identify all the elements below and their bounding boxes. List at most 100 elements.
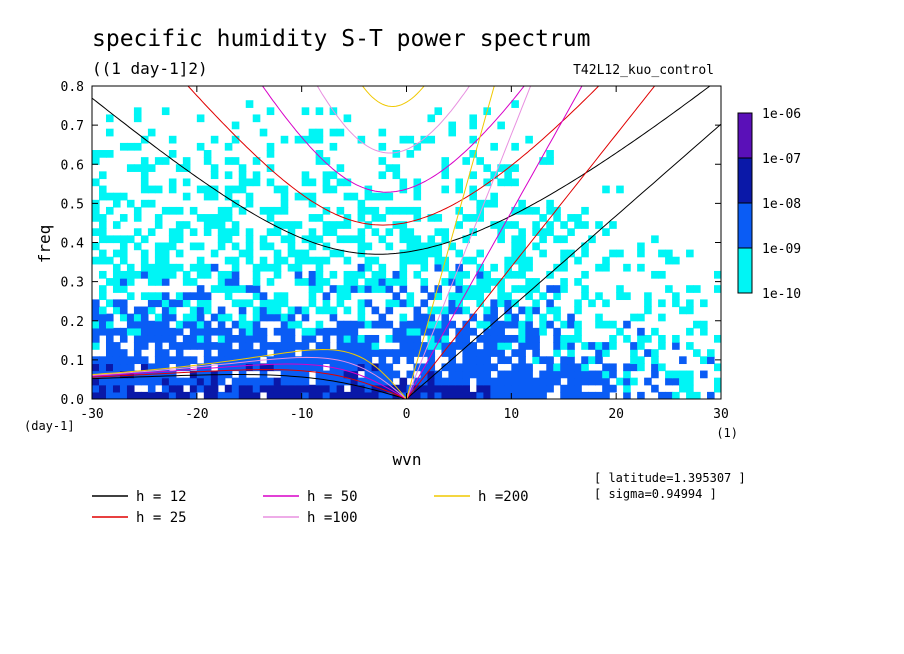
power-cell	[280, 199, 289, 208]
power-cell	[105, 377, 114, 386]
power-cell	[490, 384, 498, 393]
power-cell	[385, 299, 394, 308]
power-cell	[308, 356, 317, 365]
power-cell	[322, 356, 331, 365]
power-cell	[308, 214, 317, 222]
colorbar-swatch	[737, 157, 753, 204]
power-cell	[147, 270, 156, 279]
power-cell	[119, 242, 128, 251]
power-cell	[112, 384, 121, 393]
power-cell	[224, 313, 233, 322]
power-cell	[469, 292, 477, 301]
power-cell	[168, 263, 177, 272]
power-cell	[497, 178, 505, 187]
power-cell	[686, 384, 694, 393]
power-cell	[693, 320, 701, 329]
power-cell	[448, 320, 457, 329]
power-cell	[539, 327, 547, 336]
power-cell	[231, 263, 240, 272]
power-cell	[343, 334, 352, 343]
power-cell	[315, 370, 324, 379]
power-cell	[140, 164, 149, 172]
power-cell	[280, 206, 289, 215]
power-cell	[252, 377, 261, 386]
power-cell	[658, 299, 666, 308]
power-cell	[161, 263, 170, 272]
power-cell	[252, 384, 261, 393]
power-cell	[637, 313, 645, 322]
power-cell	[175, 320, 184, 329]
power-cell	[105, 235, 114, 244]
power-cell	[490, 391, 498, 399]
power-cell	[224, 278, 233, 286]
power-cell	[546, 306, 554, 315]
power-cell	[567, 334, 575, 343]
power-cell	[609, 370, 617, 379]
power-cell	[350, 384, 359, 393]
x-unit-label: (1)	[716, 426, 738, 440]
power-cell	[210, 171, 219, 180]
power-cell	[245, 249, 254, 258]
power-cell	[616, 377, 624, 386]
power-cell	[427, 384, 436, 393]
power-cell	[357, 135, 366, 144]
power-cell	[462, 377, 470, 386]
power-cell	[413, 363, 422, 372]
power-cell	[560, 342, 568, 350]
power-cell	[112, 377, 121, 386]
power-cell	[161, 157, 170, 165]
power-cell	[126, 263, 135, 272]
power-cell	[329, 185, 338, 194]
power-cell	[455, 178, 464, 187]
power-cell	[434, 327, 443, 336]
power-cell	[336, 221, 345, 229]
power-cell	[140, 178, 149, 187]
power-cell	[308, 299, 317, 308]
y-tick-label: 0.4	[61, 237, 85, 252]
power-cell	[455, 221, 464, 229]
power-cell	[294, 135, 303, 144]
power-cell	[245, 100, 254, 108]
power-cell	[329, 327, 338, 336]
power-cell	[441, 327, 450, 336]
power-cell	[609, 221, 617, 229]
power-cell	[147, 391, 156, 399]
power-cell	[161, 242, 170, 251]
power-cell	[322, 157, 331, 165]
power-cell	[350, 285, 359, 293]
power-cell	[658, 391, 666, 399]
power-cell	[490, 377, 498, 386]
power-cell	[616, 249, 624, 258]
power-cell	[525, 320, 533, 329]
power-cell	[630, 363, 638, 372]
power-cell	[476, 292, 484, 301]
power-cell	[350, 270, 359, 279]
power-cell	[602, 349, 610, 357]
power-cell	[420, 384, 429, 393]
power-cell	[266, 363, 275, 372]
power-cell	[476, 278, 484, 286]
power-cell	[92, 206, 100, 215]
y-axis-label: freq	[35, 225, 54, 264]
rossby-curve	[92, 369, 407, 399]
power-cell	[92, 306, 100, 315]
power-cell	[147, 384, 156, 393]
power-cell	[504, 171, 512, 180]
power-cell	[308, 235, 317, 244]
power-cell	[371, 320, 380, 329]
power-cell	[119, 285, 128, 293]
power-cell	[413, 214, 422, 222]
power-cell	[245, 356, 254, 365]
power-cell	[483, 199, 491, 208]
power-cell	[280, 384, 289, 393]
power-cell	[679, 306, 687, 315]
power-cell	[280, 221, 289, 229]
power-cell	[511, 164, 519, 172]
power-cell	[371, 384, 380, 393]
power-cell	[182, 178, 191, 187]
power-cell	[154, 356, 163, 365]
power-cell	[427, 214, 436, 222]
power-cell	[462, 349, 470, 357]
power-cell	[672, 299, 680, 308]
power-cell	[343, 292, 352, 301]
